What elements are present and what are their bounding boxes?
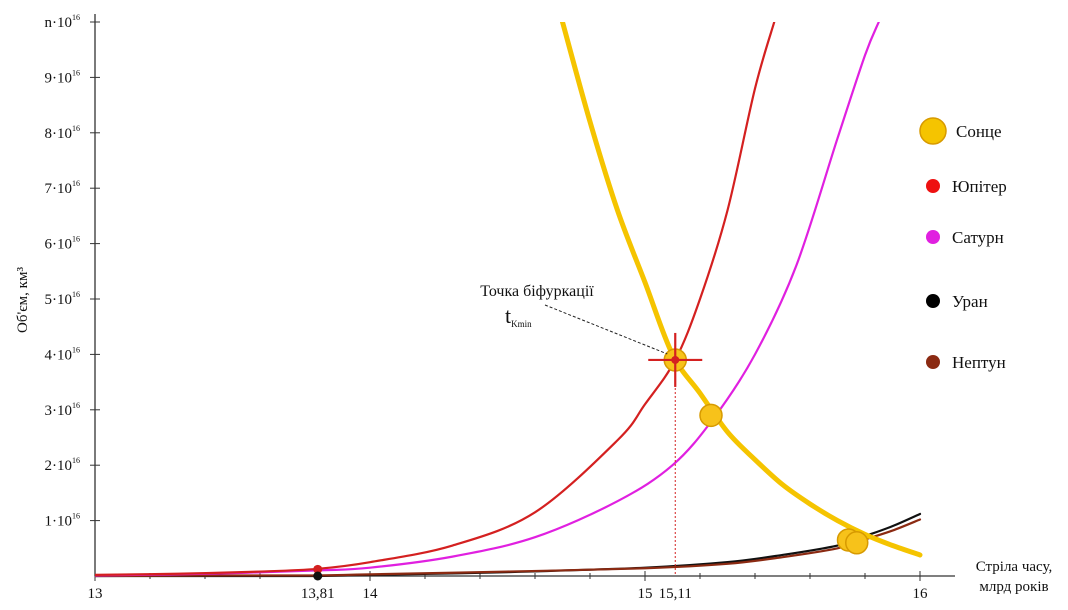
point-marker [313, 564, 323, 574]
legend-marker [926, 355, 940, 369]
axes: 13 13,81 14 15 15,11 16 1·1016 2·1016 3·1016 4·10… [15, 13, 1052, 602]
bifurcation-point [671, 355, 680, 364]
legend-label: Нептун [952, 353, 1006, 372]
annotations: Точка біфуркації tKmin [313, 283, 869, 581]
y-tick-label: 5·1016 [45, 290, 81, 308]
x-tick-label: 13,81 [301, 586, 335, 602]
x-axis-title: млрд років [979, 579, 1048, 595]
x-axis-title: Стріла часу, [976, 559, 1053, 575]
legend-label: Уран [952, 292, 988, 311]
bifurcation-symbol: tKmin [505, 303, 532, 329]
x-tick-label: 15,11 [659, 586, 692, 602]
series-line-1 [95, 22, 776, 576]
y-tick-label: 1·1016 [45, 512, 81, 530]
x-tick-label: 16 [913, 586, 929, 602]
sun-marker [845, 531, 869, 555]
leader-line [544, 304, 668, 355]
point-marker [313, 571, 323, 581]
bifurcation-label: Точка біфуркації [480, 283, 594, 300]
y-tick-label: n·1016 [45, 13, 81, 31]
legend-marker [926, 294, 940, 308]
sun-marker [699, 403, 723, 428]
y-tick-label: 3·1016 [45, 401, 81, 419]
x-tick-label: 15 [638, 586, 653, 602]
y-tick-label: 7·1016 [45, 179, 81, 197]
legend-marker [926, 230, 940, 244]
y-tick-label: 9·1016 [45, 68, 81, 86]
y-tick-label: 8·1016 [45, 124, 81, 142]
x-tick-label: 13 [88, 586, 103, 602]
y-tick-label: 4·1016 [45, 345, 81, 363]
legend-marker [919, 117, 947, 145]
legend: Сонце Юпітер Сатурн Уран Нептун [919, 117, 1007, 372]
series-line-0 [560, 22, 923, 558]
legend-marker [926, 179, 940, 193]
y-tick-label: 6·1016 [45, 235, 81, 253]
legend-label: Юпітер [952, 177, 1007, 196]
y-axis-title: Об'єм, км³ [15, 267, 31, 333]
x-tick-label: 14 [363, 586, 379, 602]
legend-label: Сатурн [952, 228, 1004, 247]
y-tick-label: 2·1016 [45, 456, 81, 474]
legend-label: Сонце [956, 122, 1002, 141]
